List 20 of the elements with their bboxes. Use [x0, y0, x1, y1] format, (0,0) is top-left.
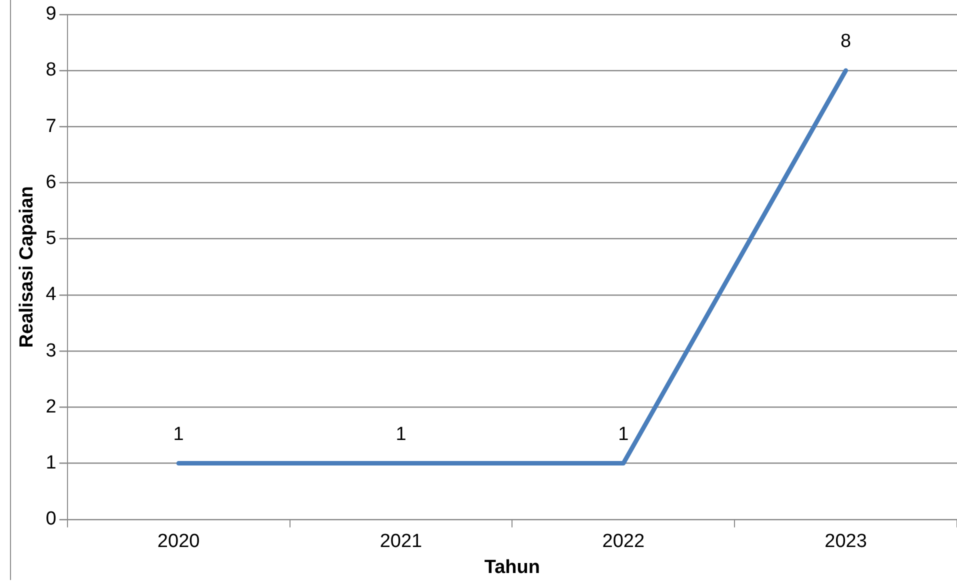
data-label: 1: [618, 424, 629, 446]
data-label: 8: [840, 31, 852, 52]
y-tick-label: 3: [46, 340, 56, 362]
y-axis-title: Realisasi Capaian: [16, 186, 38, 348]
x-axis-title: Tahun: [484, 556, 540, 578]
x-tick-label: 2023: [824, 531, 867, 552]
y-tick-label: 0: [46, 508, 56, 530]
y-tick-label: 9: [46, 4, 56, 25]
x-tick-label: 2021: [380, 531, 422, 552]
y-tick-label: 1: [46, 452, 56, 474]
y-tick-label: 7: [46, 116, 56, 137]
x-tick-label: 2022: [602, 531, 645, 552]
y-tick-label: 2: [46, 396, 56, 418]
y-tick-label: 5: [46, 228, 56, 250]
data-label: 1: [396, 424, 406, 446]
y-tick-label: 8: [46, 60, 56, 81]
data-label: 1: [173, 424, 184, 446]
x-tick-label: 2020: [157, 531, 200, 552]
y-tick-label: 6: [46, 172, 56, 193]
y-tick-label: 4: [46, 284, 57, 306]
